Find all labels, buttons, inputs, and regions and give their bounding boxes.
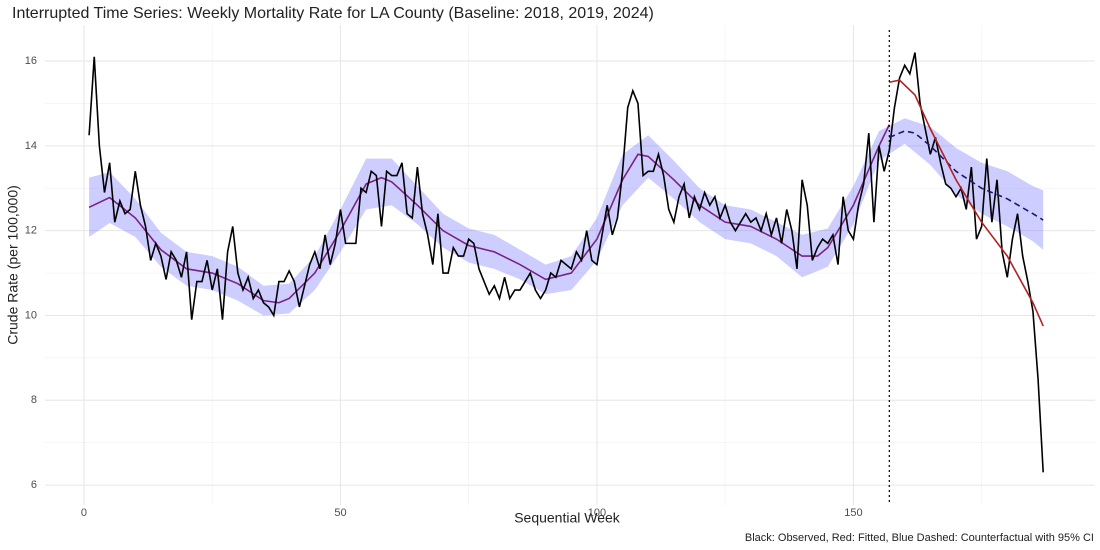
y-tick-label: 8 [31, 394, 37, 406]
x-tick-label: 0 [81, 507, 87, 519]
caption: Black: Observed, Red: Fitted, Blue Dashe… [745, 532, 1094, 544]
y-tick-label: 14 [25, 140, 37, 152]
x-tick-label: 150 [844, 507, 862, 519]
series-line [889, 79, 1044, 327]
x-tick-label: 100 [588, 507, 606, 519]
y-tick-label: 12 [25, 225, 37, 237]
chart-title: Interrupted Time Series: Weekly Mortalit… [12, 5, 654, 22]
ci-band [89, 118, 1044, 316]
series-line [88, 124, 891, 304]
y-axis-label: Crude Rate (per 100,000) [5, 185, 21, 345]
x-axis-label: Sequential Week [514, 510, 621, 526]
x-tick-label: 50 [334, 507, 346, 519]
y-tick-label: 10 [25, 309, 37, 321]
series-line [889, 130, 1044, 221]
series-line [88, 52, 1044, 473]
y-tick-label: 6 [31, 479, 37, 491]
y-tick-label: 16 [25, 55, 37, 67]
